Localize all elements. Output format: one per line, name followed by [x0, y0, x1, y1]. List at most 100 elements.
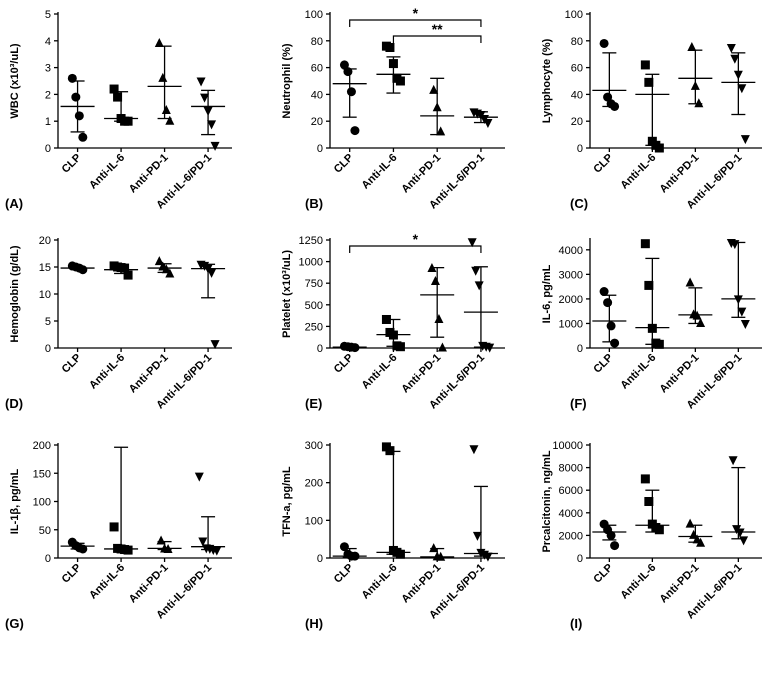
y-tick-label: 750: [305, 278, 323, 290]
y-tick-label: 20: [311, 116, 323, 128]
significance-label: *: [413, 5, 419, 21]
data-point: [78, 265, 88, 275]
significance-bracket: [349, 19, 482, 27]
data-point: [161, 264, 171, 274]
y-axis-label: Lymphocyte (%): [541, 38, 553, 123]
data-point: [385, 446, 395, 456]
y-tick-label: 40: [311, 89, 323, 101]
y-tick-label: 1000: [299, 257, 323, 269]
x-tick-label: CLP: [332, 352, 356, 376]
data-point: [694, 98, 704, 108]
data-point: [696, 317, 706, 327]
significance-label: *: [413, 231, 419, 247]
data-point: [647, 323, 657, 333]
y-tick-label: 0: [577, 143, 583, 155]
panel-label: (G): [5, 616, 24, 631]
data-point: [154, 37, 164, 47]
y-tick-label: 8000: [559, 463, 583, 475]
data-point: [339, 60, 349, 70]
data-point: [388, 59, 398, 69]
data-point: [689, 529, 699, 539]
data-point: [123, 545, 133, 555]
data-point: [696, 537, 706, 547]
data-point: [735, 528, 745, 538]
y-tick-label: 0: [317, 343, 323, 355]
panel-label: (B): [305, 196, 323, 211]
data-point: [74, 111, 84, 121]
y-axis-label: WBC (x10³/uL): [9, 43, 21, 119]
y-tick-label: 1: [45, 116, 51, 128]
y-tick-label: 0: [577, 553, 583, 565]
x-tick-label: Anti-PD-1: [658, 152, 702, 196]
data-point: [610, 101, 620, 111]
x-tick-label: Anti-IL-6: [618, 352, 658, 392]
y-tick-label: 10: [39, 289, 51, 301]
y-tick-label: 4000: [559, 245, 583, 257]
y-tick-label: 500: [305, 300, 323, 312]
x-tick-label: Anti-IL-6: [618, 152, 658, 192]
y-tick-label: 1250: [299, 235, 323, 247]
y-tick-label: 0: [45, 143, 51, 155]
y-tick-label: 0: [45, 343, 51, 355]
data-point: [644, 280, 654, 290]
y-tick-label: 3000: [559, 269, 583, 281]
data-point: [165, 115, 175, 125]
y-tick-label: 15: [39, 262, 51, 274]
data-point: [350, 126, 360, 136]
data-point: [728, 456, 738, 466]
data-point: [610, 541, 620, 551]
panel: 0 100 200 300 TFN-a, pg/mL CLP Anti-IL-6 Anti-P…: [281, 440, 505, 631]
data-point: [385, 43, 395, 52]
panel-label: (A): [5, 196, 23, 211]
y-tick-label: 2000: [559, 530, 583, 542]
data-point: [203, 106, 213, 116]
data-point: [350, 551, 360, 561]
y-tick-label: 2: [45, 89, 51, 101]
data-point: [483, 119, 493, 129]
x-tick-label: Anti-PD-1: [127, 562, 171, 606]
y-tick-label: 100: [305, 515, 323, 527]
data-point: [123, 270, 133, 280]
data-point: [165, 268, 175, 278]
x-tick-label: Anti-PD-1: [658, 352, 702, 396]
data-point: [483, 552, 493, 562]
y-tick-label: 0: [577, 343, 583, 355]
y-tick-label: 150: [33, 468, 51, 480]
data-point: [644, 497, 654, 506]
y-tick-label: 50: [39, 525, 51, 537]
y-tick-label: 200: [305, 478, 323, 490]
data-point: [599, 38, 609, 48]
data-point: [200, 93, 210, 103]
y-tick-label: 60: [311, 63, 323, 75]
y-tick-label: 3: [45, 63, 51, 75]
data-point: [346, 87, 356, 97]
data-point: [71, 92, 81, 102]
panel: 0 1000 2000 3000 4000 IL-6, pg/mL CLP Anti-IL-6…: [541, 238, 762, 412]
data-point: [395, 342, 405, 352]
data-point: [733, 295, 743, 305]
data-point: [429, 84, 439, 94]
x-tick-label: Anti-IL-6: [360, 352, 400, 392]
data-point: [726, 44, 736, 53]
data-point: [467, 238, 477, 248]
data-point: [485, 343, 495, 353]
y-axis-label: Platelet (x10³/uL): [281, 250, 293, 338]
data-point: [610, 338, 620, 348]
data-point: [471, 266, 481, 276]
data-point: [395, 549, 405, 559]
data-point: [123, 116, 133, 126]
data-point: [196, 77, 206, 87]
data-point: [654, 339, 664, 349]
data-point: [687, 42, 697, 51]
data-point: [194, 472, 204, 482]
x-tick-label: Anti-PD-1: [658, 562, 702, 606]
panel: 0 20 40 60 80 100 Neutrophil (%) CLP Anti-IL-6 An…: [281, 5, 505, 212]
data-point: [737, 84, 747, 94]
data-point: [427, 263, 437, 273]
y-tick-label: 20: [39, 235, 51, 247]
panel-label: (C): [570, 196, 588, 211]
y-tick-label: 0: [317, 143, 323, 155]
data-point: [78, 544, 88, 554]
